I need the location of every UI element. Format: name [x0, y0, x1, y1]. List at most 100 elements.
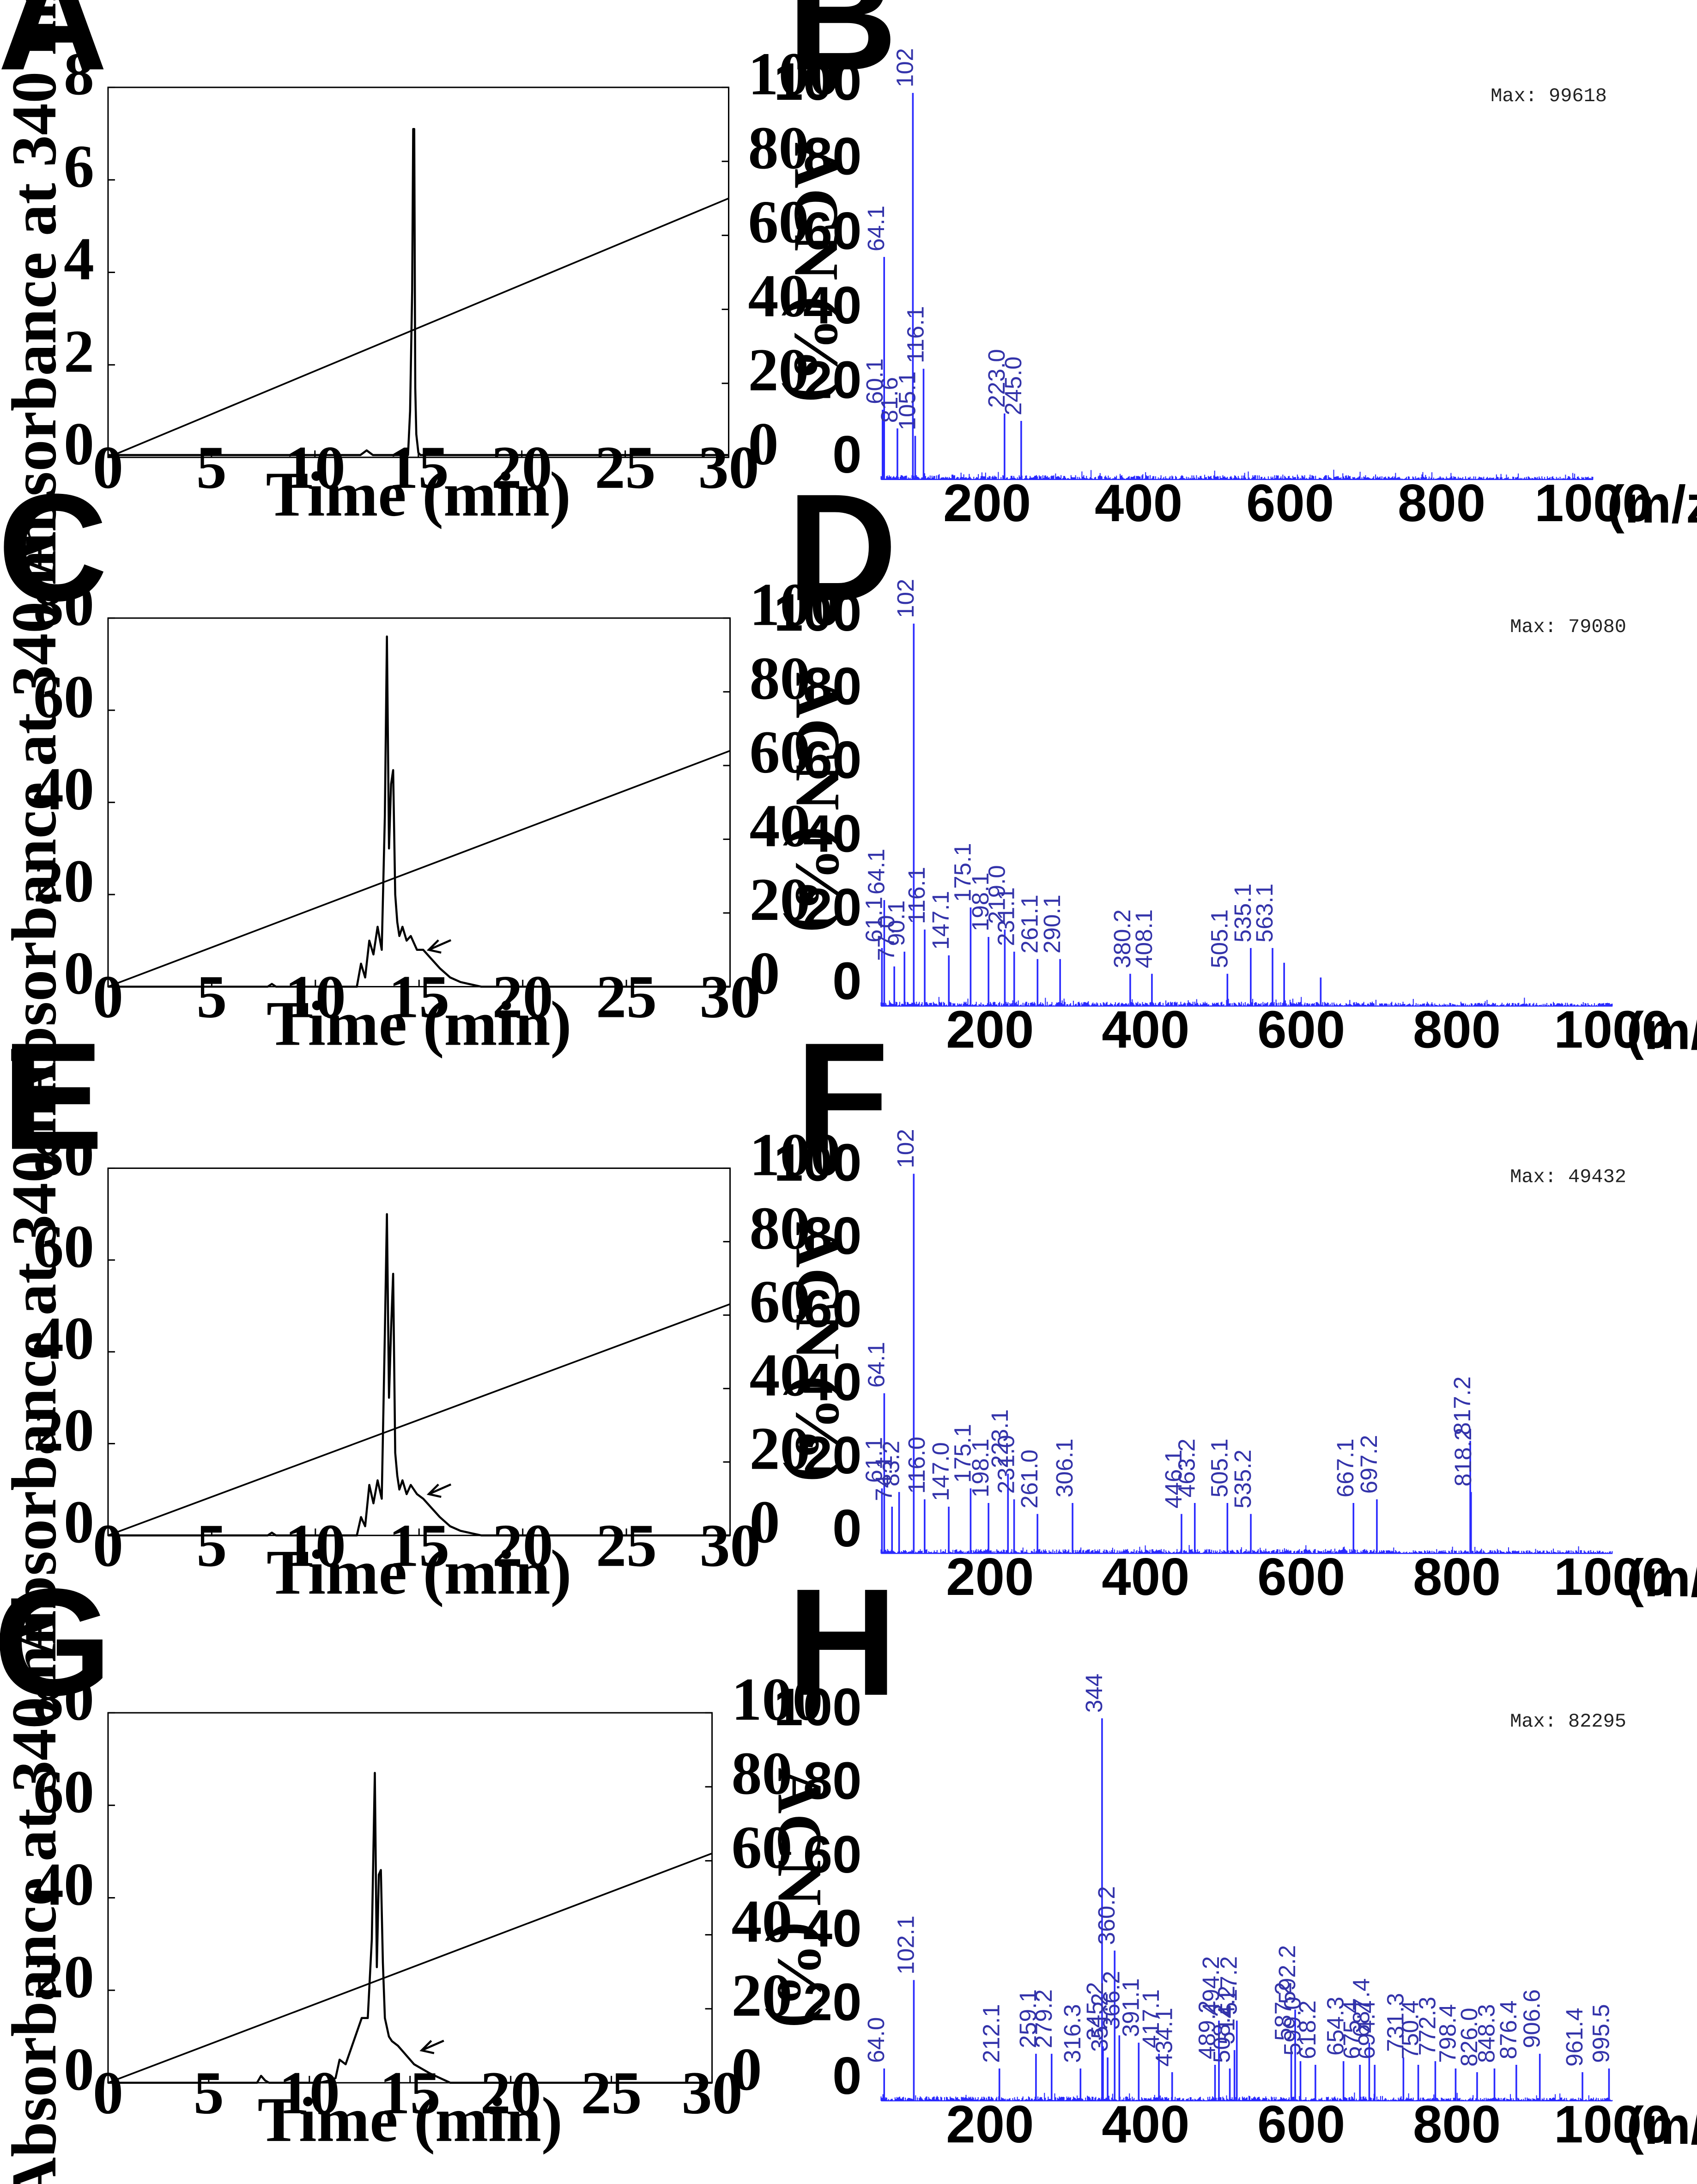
y-tick-label: 20: [33, 847, 94, 915]
peak-label: 74.1: [871, 1455, 897, 1501]
x-tick-label: 10: [279, 2059, 340, 2127]
x-tick-label: 0: [93, 1511, 123, 1579]
y2-axis-label: ACN (%): [783, 1222, 854, 1482]
x-tick-label: 200: [943, 474, 1031, 533]
x-tick-label: 800: [1398, 474, 1485, 533]
plot-frame: [107, 86, 730, 458]
y-tick-label: 80: [803, 1752, 862, 1811]
y-tick-label: 80: [33, 1120, 94, 1188]
x-tick-label: 25: [596, 963, 657, 1031]
x-tick-label: 200: [946, 2095, 1034, 2154]
peak-label: 83.2: [878, 1441, 904, 1486]
peak-label: 592.2: [1274, 1945, 1300, 2004]
x-tick-label: 800: [1413, 1548, 1501, 1606]
y-tick-label: 100: [774, 584, 861, 642]
x-tick-label: 1000: [1554, 2095, 1671, 2154]
peak-label: 61.1: [861, 1437, 887, 1483]
peak-label: 517.2: [1216, 1956, 1242, 2015]
peak-label: 219.0: [983, 865, 1010, 924]
peak-label: 587.2: [1270, 1982, 1297, 2041]
y-tick-label: 0: [832, 952, 861, 1011]
ms-spectrum-F: F 0 20 40 60 80 100 200 400 600 800 1000(m/z) Max: 4…: [774, 1010, 1697, 1608]
peak-label: 750.4: [1397, 2001, 1424, 2060]
acn-gradient-line: [108, 197, 729, 458]
peak-label: 81.6: [876, 377, 903, 423]
peak-label: 290.1: [1039, 894, 1065, 954]
y2-tick-label: 80: [750, 1194, 811, 1262]
x-axis-label: Time (min): [266, 459, 571, 529]
y2-tick-label: 60: [750, 1267, 811, 1335]
x-axis-unit: (m/z): [1626, 1549, 1697, 1608]
peak-label: 694.4: [1353, 2001, 1380, 2060]
y-tick-label: 2: [64, 317, 94, 385]
x-tick-label: 200: [946, 1548, 1034, 1606]
panel-letter: C: [0, 462, 108, 633]
x-tick-label: 400: [1095, 474, 1182, 533]
y-tick-label: 40: [33, 1850, 94, 1918]
x-tick-label: 600: [1257, 1001, 1345, 1059]
y-tick-label: 20: [803, 351, 862, 410]
y2-tick-label: 80: [732, 1739, 793, 1807]
x-tick-label: 30: [700, 1511, 761, 1579]
peak-label: 223.1: [987, 1409, 1013, 1468]
peak-label: 102.1: [892, 1916, 919, 1975]
acn-gradient-line: [108, 750, 731, 988]
peak-label: 463.2: [1174, 1439, 1200, 1498]
x-axis-label: Time (min): [258, 2084, 563, 2155]
y2-axis-label: ACN (%): [782, 142, 852, 402]
y-tick-label: 60: [803, 202, 862, 261]
x-axis-unit: (m/z): [1607, 475, 1697, 534]
y-tick-label: 60: [33, 663, 94, 730]
y-tick-label: 40: [33, 1304, 94, 1372]
y-tick-label: 60: [33, 1758, 94, 1825]
peak-label: 731.3: [1382, 1993, 1408, 2052]
x-axis-unit: (m/z): [1626, 1002, 1697, 1061]
x-tick-label: 1000: [1534, 474, 1652, 533]
x-tick-label: 0: [93, 963, 123, 1031]
panel-letter: E: [2, 1010, 103, 1181]
arrow-head: [426, 1484, 442, 1498]
arrow-annotation: [426, 939, 452, 954]
peak-label: 147.0: [927, 1442, 954, 1501]
peak-label: 198.1: [967, 1439, 994, 1498]
x-axis-label: Time (min): [267, 1537, 571, 1607]
peak-label: 351.2: [1086, 1993, 1113, 2052]
peak-label: 505.1: [1206, 909, 1232, 968]
peak-label: 64.0: [863, 2017, 889, 2063]
peak-label: 175.1: [949, 1424, 976, 1483]
y-tick-label: 60: [803, 1825, 862, 1884]
peak-label: 535.1: [1230, 883, 1256, 943]
x-tick-label: 10: [285, 963, 346, 1031]
panel-letter: G: [0, 1557, 112, 1727]
y2-tick-label: 0: [748, 410, 779, 478]
peak-label: 259.1: [1015, 1989, 1041, 2049]
y-tick-label: 4: [64, 225, 94, 292]
peak-label: 245.0: [1000, 357, 1026, 416]
y2-tick-label: 80: [750, 644, 811, 712]
peak-label: 826.0: [1456, 2008, 1482, 2067]
x-tick-label: 20: [480, 2059, 541, 2127]
max-intensity-label: Max: 82295: [1510, 1710, 1626, 1733]
y-tick-label: 60: [803, 731, 862, 790]
arrow-shaft: [428, 939, 452, 951]
peak-label: 116.1: [902, 306, 928, 363]
y-tick-label: 20: [803, 1426, 862, 1485]
peak-label: 261.0: [1016, 1449, 1042, 1509]
x-axis-label: Time (min): [267, 988, 571, 1059]
y2-tick-label: 80: [748, 114, 809, 182]
peak-label: 223.0: [983, 349, 1010, 408]
peak-label: 675.4: [1339, 2001, 1365, 2060]
panel-letter: D: [787, 462, 897, 633]
peak-label: 514.2: [1213, 1986, 1240, 2045]
x-tick-label: 30: [698, 433, 759, 501]
x-tick-label: 600: [1257, 1548, 1345, 1606]
x-tick-label: 20: [491, 433, 552, 501]
peak-label: 508.2: [1209, 2004, 1235, 2063]
y-axis-label: Absorbance at 340 nm: [0, 1592, 69, 2184]
x-tick-label: 800: [1413, 2095, 1501, 2154]
y-tick-label: 80: [803, 127, 862, 186]
x-tick-label: 400: [1102, 1001, 1189, 1059]
